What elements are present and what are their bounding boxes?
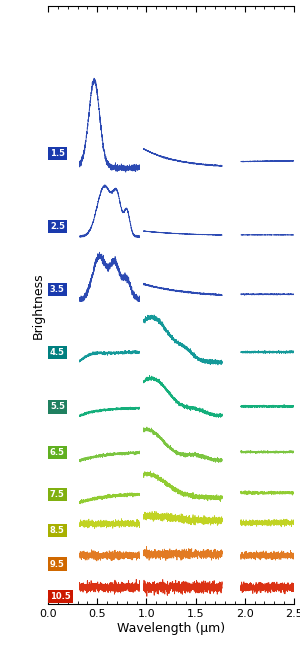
Text: 2.5: 2.5 [50, 222, 65, 231]
Y-axis label: Brightness: Brightness [32, 272, 45, 339]
Text: 7.5: 7.5 [50, 490, 65, 499]
Text: 5.5: 5.5 [50, 402, 65, 412]
Text: 6.5: 6.5 [50, 448, 65, 457]
Text: 4.5: 4.5 [50, 348, 65, 357]
X-axis label: Wavelength (μm): Wavelength (μm) [117, 621, 225, 634]
Text: 8.5: 8.5 [50, 526, 65, 536]
Text: 9.5: 9.5 [50, 559, 65, 568]
Text: 1.5: 1.5 [50, 149, 65, 158]
Text: 10.5: 10.5 [50, 592, 71, 601]
Text: 3.5: 3.5 [50, 286, 65, 294]
